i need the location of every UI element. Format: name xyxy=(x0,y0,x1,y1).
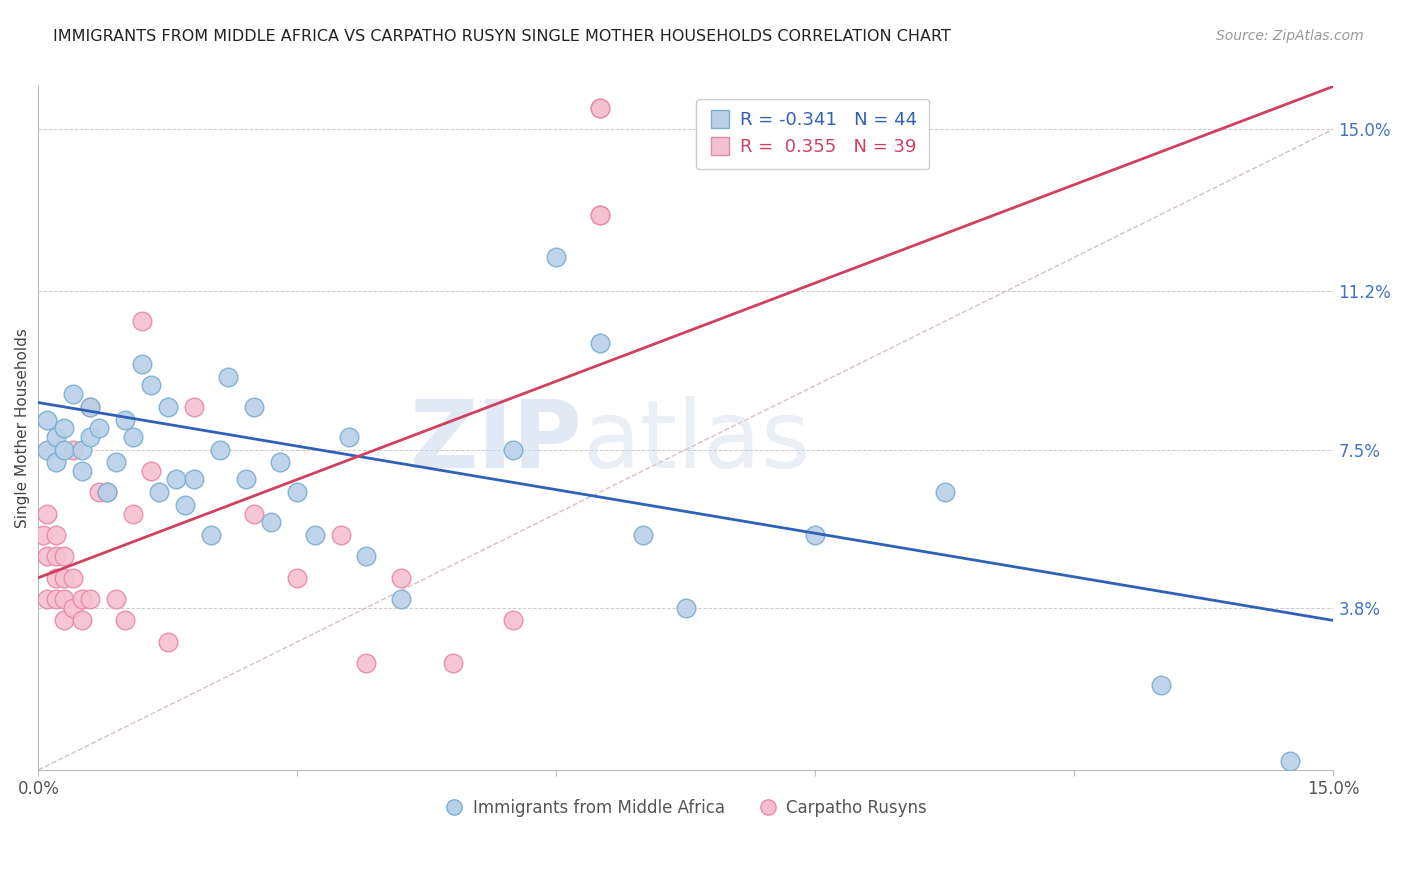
Point xyxy=(183,400,205,414)
Point xyxy=(546,250,568,264)
Point xyxy=(243,507,266,521)
Point xyxy=(45,571,67,585)
Point xyxy=(35,507,58,521)
Point xyxy=(166,473,188,487)
Point xyxy=(53,421,76,435)
Point xyxy=(79,400,101,414)
Point xyxy=(35,442,58,457)
Point xyxy=(502,442,524,457)
Point xyxy=(174,498,197,512)
Point xyxy=(139,464,162,478)
Point xyxy=(217,370,239,384)
Point xyxy=(122,507,145,521)
Point xyxy=(441,656,464,670)
Text: ZIP: ZIP xyxy=(409,396,582,488)
Point xyxy=(35,412,58,426)
Point xyxy=(53,614,76,628)
Point xyxy=(45,549,67,564)
Point xyxy=(934,485,956,500)
Point xyxy=(1150,677,1173,691)
Point xyxy=(502,614,524,628)
Point xyxy=(87,485,110,500)
Point xyxy=(804,528,827,542)
Point xyxy=(122,430,145,444)
Point xyxy=(114,412,136,426)
Point xyxy=(337,430,360,444)
Point xyxy=(105,455,128,469)
Point xyxy=(53,549,76,564)
Legend: Immigrants from Middle Africa, Carpatho Rusyns: Immigrants from Middle Africa, Carpatho … xyxy=(437,792,934,823)
Point xyxy=(139,378,162,392)
Point xyxy=(53,442,76,457)
Point xyxy=(62,387,84,401)
Point xyxy=(70,592,93,607)
Point xyxy=(131,357,153,371)
Point xyxy=(53,571,76,585)
Point xyxy=(131,314,153,328)
Point xyxy=(79,430,101,444)
Point xyxy=(70,614,93,628)
Point xyxy=(70,464,93,478)
Point xyxy=(79,592,101,607)
Point xyxy=(35,549,58,564)
Point xyxy=(45,455,67,469)
Point xyxy=(62,442,84,457)
Point xyxy=(588,208,610,222)
Point xyxy=(53,592,76,607)
Point xyxy=(200,528,222,542)
Point xyxy=(70,442,93,457)
Point xyxy=(235,473,257,487)
Point xyxy=(148,485,170,500)
Point xyxy=(260,515,283,529)
Point xyxy=(389,571,412,585)
Point xyxy=(62,600,84,615)
Point xyxy=(588,101,610,115)
Point xyxy=(588,208,610,222)
Point xyxy=(62,571,84,585)
Point xyxy=(269,455,291,469)
Point xyxy=(114,614,136,628)
Text: atlas: atlas xyxy=(582,396,810,488)
Point xyxy=(208,442,231,457)
Point xyxy=(243,400,266,414)
Point xyxy=(285,571,308,585)
Point xyxy=(156,400,179,414)
Point xyxy=(304,528,326,542)
Point xyxy=(87,421,110,435)
Point xyxy=(588,101,610,115)
Point xyxy=(329,528,352,542)
Y-axis label: Single Mother Households: Single Mother Households xyxy=(15,328,30,528)
Point xyxy=(96,485,118,500)
Point xyxy=(105,592,128,607)
Point xyxy=(45,430,67,444)
Point xyxy=(285,485,308,500)
Text: IMMIGRANTS FROM MIDDLE AFRICA VS CARPATHO RUSYN SINGLE MOTHER HOUSEHOLDS CORRELA: IMMIGRANTS FROM MIDDLE AFRICA VS CARPATH… xyxy=(53,29,952,44)
Point xyxy=(45,528,67,542)
Point xyxy=(79,400,101,414)
Point xyxy=(96,485,118,500)
Point xyxy=(1279,755,1302,769)
Point xyxy=(183,473,205,487)
Point xyxy=(389,592,412,607)
Point xyxy=(675,600,697,615)
Point xyxy=(45,592,67,607)
Point xyxy=(588,335,610,350)
Text: Source: ZipAtlas.com: Source: ZipAtlas.com xyxy=(1216,29,1364,43)
Point xyxy=(31,528,53,542)
Point xyxy=(356,549,378,564)
Point xyxy=(35,592,58,607)
Point xyxy=(356,656,378,670)
Point xyxy=(631,528,654,542)
Point xyxy=(156,635,179,649)
